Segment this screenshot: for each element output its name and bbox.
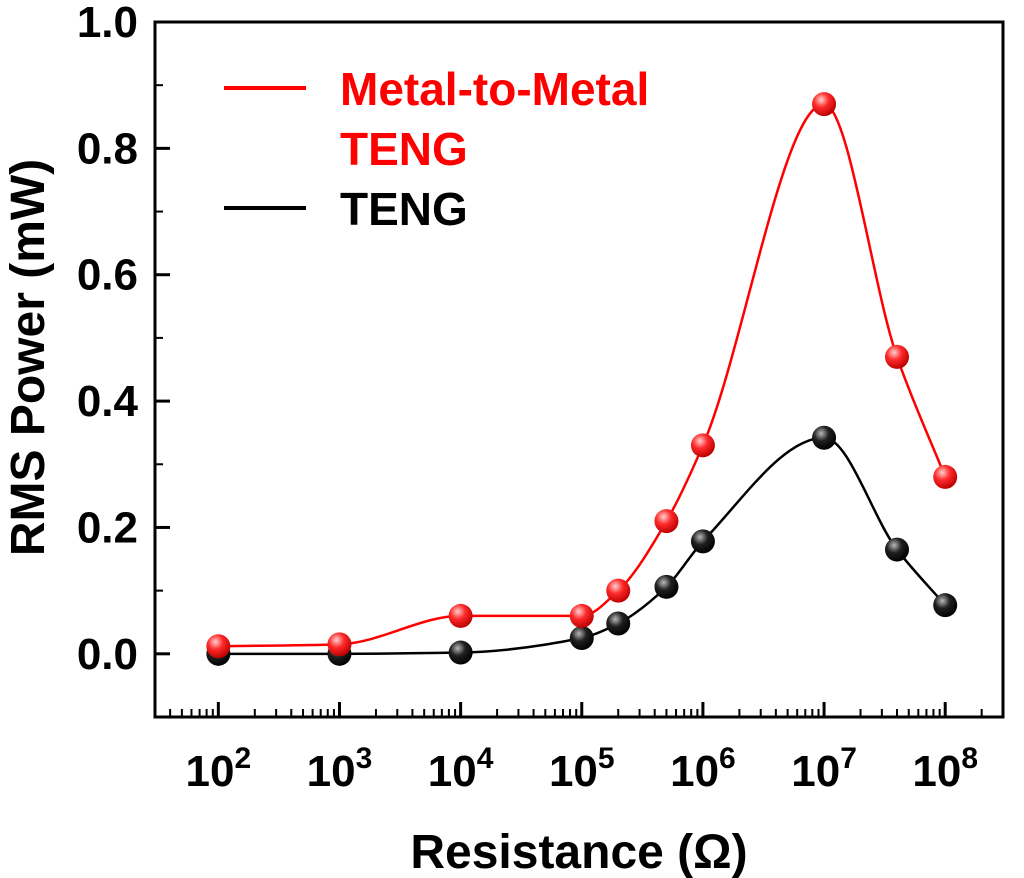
data-point-black	[448, 640, 473, 665]
y-tick-label: 0.0	[77, 630, 138, 679]
data-point-red	[884, 344, 909, 369]
data-point-black	[884, 537, 909, 562]
series-layer	[206, 92, 958, 666]
data-point-red	[327, 632, 352, 657]
series-black	[206, 425, 958, 666]
y-tick-label: 1.0	[77, 0, 138, 47]
y-tick-label: 0.8	[77, 124, 138, 173]
series-line-black	[218, 436, 947, 656]
x-tick-label: 106	[670, 742, 736, 796]
y-tick-label: 0.4	[77, 377, 139, 426]
legend-label: TENG	[340, 123, 468, 175]
series-line-red	[218, 102, 947, 648]
axis-major-ticks	[155, 20, 947, 718]
data-point-black	[812, 425, 837, 450]
x-tick-label: 108	[912, 742, 978, 796]
x-tick-label: 102	[186, 742, 252, 796]
data-point-red	[606, 578, 631, 603]
legend-label: Metal-to-Metal	[340, 63, 649, 115]
y-tick-label: 0.2	[77, 503, 138, 552]
data-point-black	[569, 626, 594, 651]
data-point-red	[448, 603, 473, 628]
series-red	[206, 92, 958, 659]
data-point-red	[690, 433, 715, 458]
x-tick-labels: 102 103 104 105 106 107 108	[186, 742, 978, 796]
legend-label: TENG	[340, 183, 468, 235]
x-axis-title: Resistance (Ω)	[410, 826, 747, 878]
data-point-black	[606, 611, 631, 636]
legend: Metal-to-Metal TENG TENG	[224, 63, 649, 235]
data-point-red	[812, 92, 837, 117]
data-point-red	[933, 464, 958, 489]
y-tick-labels: 0.0 0.2 0.4 0.6 0.8 1.0	[77, 0, 139, 679]
data-point-black	[654, 574, 679, 599]
data-point-black	[933, 593, 958, 618]
legend-item: TENG	[224, 183, 468, 235]
data-point-red	[206, 634, 231, 659]
x-tick-label: 104	[428, 742, 494, 796]
data-point-red	[654, 509, 679, 534]
y-tick-label: 0.6	[77, 251, 138, 300]
data-point-black	[690, 529, 715, 554]
x-tick-label: 105	[549, 742, 615, 796]
data-point-red	[569, 603, 594, 628]
legend-item: Metal-to-Metal TENG	[224, 63, 649, 175]
y-axis-title: RMS Power (mW)	[2, 159, 55, 556]
x-tick-label: 107	[791, 742, 857, 796]
plot-frame	[153, 20, 1005, 719]
x-tick-label: 103	[307, 742, 373, 796]
